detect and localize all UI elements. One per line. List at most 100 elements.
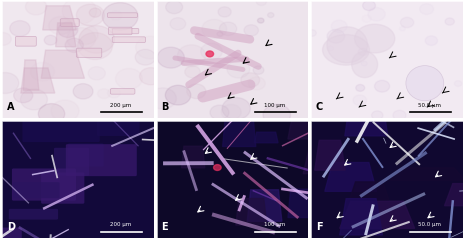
Polygon shape — [339, 201, 415, 228]
Polygon shape — [288, 189, 315, 217]
Ellipse shape — [406, 66, 444, 101]
Circle shape — [170, 18, 186, 30]
FancyBboxPatch shape — [54, 148, 89, 176]
Circle shape — [253, 66, 264, 74]
Ellipse shape — [355, 24, 395, 53]
Circle shape — [358, 48, 368, 56]
Text: C: C — [316, 103, 323, 113]
Text: F: F — [316, 222, 322, 232]
Circle shape — [157, 47, 184, 68]
Circle shape — [372, 111, 383, 120]
Circle shape — [49, 16, 72, 35]
Circle shape — [248, 77, 265, 90]
Circle shape — [425, 36, 438, 45]
Circle shape — [374, 80, 390, 92]
Text: A: A — [7, 103, 14, 113]
Polygon shape — [325, 163, 377, 191]
Circle shape — [13, 88, 33, 103]
Text: 100 μm: 100 μm — [264, 103, 286, 108]
Circle shape — [393, 110, 406, 120]
Text: 100 μm: 100 μm — [264, 222, 286, 227]
Circle shape — [218, 7, 231, 17]
Circle shape — [38, 104, 65, 124]
Circle shape — [51, 100, 79, 122]
Circle shape — [353, 95, 366, 105]
Circle shape — [20, 89, 47, 110]
Polygon shape — [303, 142, 378, 174]
Polygon shape — [23, 60, 39, 90]
Text: D: D — [7, 222, 15, 232]
Circle shape — [331, 20, 347, 33]
Text: 50.0 μm: 50.0 μm — [418, 222, 441, 227]
Circle shape — [356, 84, 365, 91]
Circle shape — [202, 19, 226, 38]
Polygon shape — [445, 184, 465, 206]
Text: 200 μm: 200 μm — [110, 222, 131, 227]
FancyBboxPatch shape — [15, 36, 36, 46]
Circle shape — [206, 51, 213, 57]
FancyBboxPatch shape — [12, 168, 76, 201]
Circle shape — [65, 38, 83, 52]
Polygon shape — [345, 92, 388, 136]
FancyBboxPatch shape — [9, 209, 58, 220]
Circle shape — [219, 22, 237, 36]
Circle shape — [116, 68, 142, 89]
Circle shape — [102, 3, 138, 30]
Polygon shape — [288, 102, 359, 139]
Circle shape — [327, 29, 345, 43]
Polygon shape — [247, 190, 282, 221]
Circle shape — [88, 67, 106, 80]
Circle shape — [327, 46, 334, 51]
Circle shape — [26, 0, 47, 15]
Circle shape — [268, 13, 274, 17]
Polygon shape — [254, 132, 278, 143]
Polygon shape — [182, 146, 205, 168]
Circle shape — [244, 25, 259, 36]
FancyBboxPatch shape — [60, 19, 79, 27]
Circle shape — [241, 73, 259, 87]
Text: E: E — [161, 222, 168, 232]
Circle shape — [58, 22, 78, 38]
Circle shape — [308, 30, 316, 36]
Polygon shape — [391, 168, 465, 180]
Text: 50.0 μm: 50.0 μm — [418, 103, 441, 108]
Circle shape — [185, 66, 200, 78]
Circle shape — [210, 105, 229, 120]
Polygon shape — [223, 110, 256, 147]
Circle shape — [73, 84, 93, 99]
Circle shape — [263, 104, 291, 125]
FancyBboxPatch shape — [66, 144, 137, 176]
Text: 200 μm: 200 μm — [110, 103, 131, 108]
Circle shape — [62, 0, 97, 24]
Polygon shape — [350, 182, 389, 199]
FancyBboxPatch shape — [108, 27, 132, 35]
FancyBboxPatch shape — [97, 112, 140, 136]
Circle shape — [399, 27, 405, 31]
Circle shape — [363, 1, 375, 11]
Circle shape — [178, 45, 206, 67]
Circle shape — [166, 0, 183, 14]
Circle shape — [362, 15, 372, 22]
Circle shape — [361, 61, 367, 66]
FancyBboxPatch shape — [68, 143, 104, 166]
FancyBboxPatch shape — [41, 172, 84, 204]
Circle shape — [10, 21, 30, 36]
Circle shape — [0, 33, 11, 45]
Text: B: B — [161, 103, 169, 113]
Circle shape — [227, 60, 250, 78]
Circle shape — [30, 62, 54, 81]
FancyBboxPatch shape — [0, 228, 22, 239]
Circle shape — [140, 68, 162, 85]
Circle shape — [201, 43, 222, 60]
Circle shape — [67, 28, 95, 50]
Circle shape — [107, 88, 120, 98]
FancyBboxPatch shape — [112, 37, 146, 43]
Circle shape — [368, 8, 385, 21]
Circle shape — [454, 81, 462, 86]
Circle shape — [149, 88, 176, 109]
Circle shape — [258, 18, 264, 23]
Circle shape — [445, 18, 454, 25]
Circle shape — [79, 26, 114, 53]
Ellipse shape — [323, 35, 369, 65]
Circle shape — [98, 89, 110, 98]
